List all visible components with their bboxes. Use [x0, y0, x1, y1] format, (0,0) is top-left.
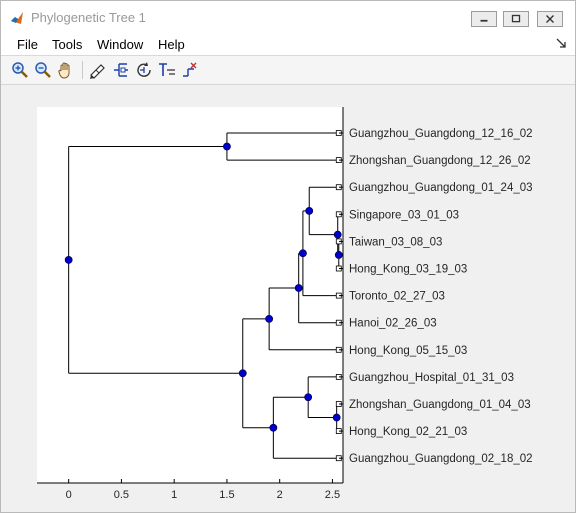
- minimize-icon: [480, 19, 488, 22]
- toolbar-separator: [82, 61, 83, 79]
- leaf-label[interactable]: Guangzhou_Guangdong_01_24_03: [349, 182, 533, 194]
- branch-node-n2[interactable]: [238, 369, 247, 378]
- leaf-label[interactable]: Hong_Kong_05_15_03: [349, 345, 467, 357]
- close-icon: [546, 15, 554, 23]
- menu-help[interactable]: Help: [158, 37, 185, 52]
- x-axis: 0 0.5 1 1.5 2 2.5: [37, 107, 344, 501]
- inspect-node-icon[interactable]: [88, 60, 108, 80]
- branch-node-n10[interactable]: [304, 393, 313, 402]
- pan-hand-icon[interactable]: [56, 60, 76, 80]
- x-tick-label: 2.5: [325, 489, 340, 501]
- branch-node-n4[interactable]: [294, 284, 303, 292]
- leaf-label[interactable]: Zhongshan_Guangdong_12_26_02: [349, 155, 531, 167]
- branch-node-n9[interactable]: [269, 423, 278, 432]
- zoom-in-icon[interactable]: [10, 60, 30, 80]
- branch-node-n3[interactable]: [265, 314, 274, 323]
- menu-file[interactable]: File: [17, 37, 38, 52]
- menu-bar: File Tools Window Help: [1, 33, 575, 56]
- menu-tools[interactable]: Tools: [52, 37, 83, 52]
- branch-node-n1[interactable]: [223, 142, 231, 151]
- x-tick-label: 0.5: [114, 489, 129, 501]
- axes-background: [37, 107, 343, 483]
- pin-icon[interactable]: [556, 38, 566, 48]
- leaf-label[interactable]: Hong_Kong_02_21_03: [349, 426, 467, 438]
- phylogenetic-tree-plot[interactable]: Guangzhou_Guangdong_12_16_02 Zhongshan_Gu…: [9, 93, 567, 505]
- maximize-icon: [511, 14, 521, 23]
- matlab-logo-icon: [11, 12, 23, 24]
- branch-node-root[interactable]: [64, 256, 73, 264]
- leaf-label[interactable]: Toronto_02_27_03: [349, 291, 445, 303]
- branch-node-n11[interactable]: [332, 413, 341, 422]
- x-tick-label: 1: [171, 489, 177, 501]
- window-title: Phylogenetic Tree 1: [31, 10, 146, 25]
- minimize-button[interactable]: [471, 11, 497, 27]
- leaf-label[interactable]: Singapore_03_01_03: [349, 209, 459, 221]
- leaf-label[interactable]: Taiwan_03_08_03: [349, 236, 442, 248]
- x-tick-label: 0: [66, 489, 72, 501]
- menu-window[interactable]: Window: [97, 37, 144, 52]
- branch-node-n5[interactable]: [299, 249, 307, 258]
- rename-label-icon[interactable]: [157, 60, 177, 80]
- collapse-expand-icon[interactable]: [111, 60, 131, 80]
- leaf-label[interactable]: Hanoi_02_26_03: [349, 318, 437, 330]
- leaf-label[interactable]: Guangzhou_Guangdong_12_16_02: [349, 128, 533, 140]
- leaf-label[interactable]: Zhongshan_Guangdong_01_04_03: [349, 399, 531, 411]
- leaf-label[interactable]: Guangzhou_Guangdong_02_18_02: [349, 453, 533, 465]
- leaf-label[interactable]: Hong_Kong_03_19_03: [349, 264, 467, 276]
- leaf-labels: Guangzhou_Guangdong_12_16_02 Zhongshan_Gu…: [349, 128, 533, 465]
- maximize-button[interactable]: [503, 11, 529, 27]
- branch-node-n7[interactable]: [333, 230, 342, 239]
- prune-icon[interactable]: [180, 60, 200, 80]
- close-button[interactable]: [537, 11, 563, 27]
- leaf-label[interactable]: Guangzhou_Hospital_01_31_03: [349, 372, 514, 384]
- toolbar: [1, 56, 575, 85]
- title-bar[interactable]: Phylogenetic Tree 1: [1, 1, 575, 33]
- zoom-out-icon[interactable]: [33, 60, 53, 80]
- branch-node-n8[interactable]: [334, 251, 343, 259]
- branch-node-n6[interactable]: [305, 207, 314, 215]
- x-tick-label: 1.5: [219, 489, 234, 501]
- rotate-branch-icon[interactable]: [134, 60, 154, 80]
- figure-canvas: Guangzhou_Guangdong_12_16_02 Zhongshan_Gu…: [9, 93, 567, 505]
- x-tick-label: 2: [277, 489, 283, 501]
